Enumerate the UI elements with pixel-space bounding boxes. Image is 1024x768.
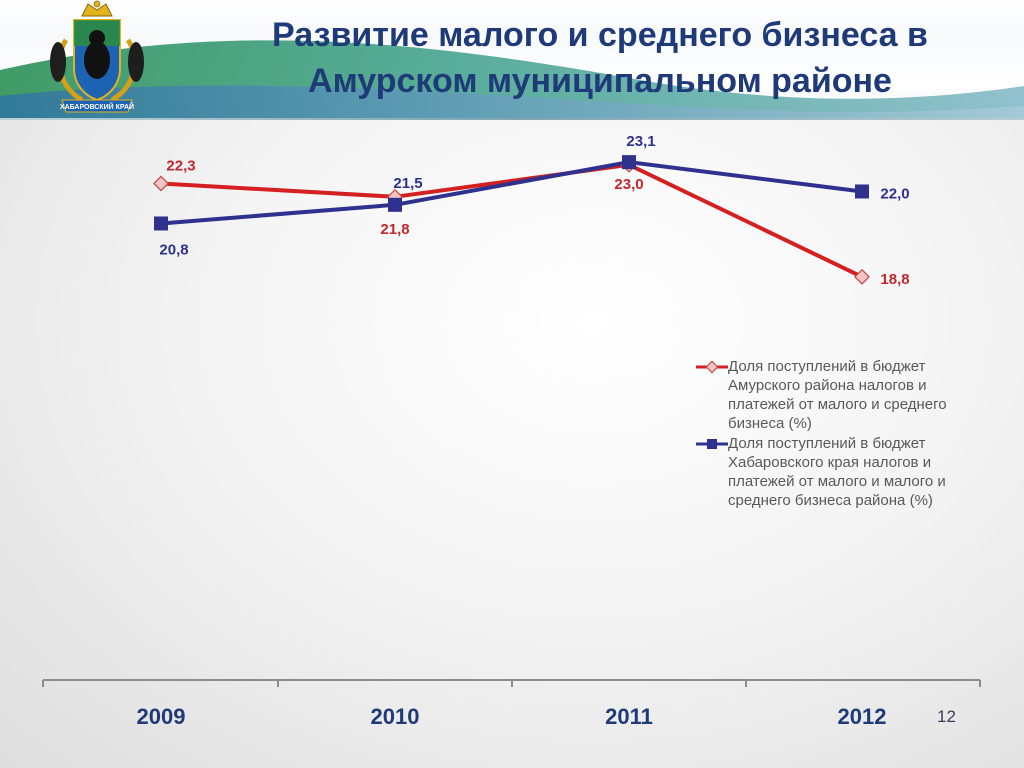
- x-tick-label-2009: 2009: [137, 704, 186, 729]
- legend-label-amur-line-3: платежей от малого и среднего: [728, 396, 947, 413]
- point-khabarovsk-2009: [154, 216, 168, 231]
- data-label-amur-2011: 23,0: [614, 176, 643, 193]
- x-tick-label-2010: 2010: [371, 704, 420, 729]
- legend-label-amur-line-2: Амурского района налогов и: [728, 377, 927, 394]
- data-label-amur-2009: 22,3: [166, 157, 195, 174]
- data-label-amur-2012: 18,8: [880, 271, 909, 288]
- header-wave-decoration: [0, 40, 1024, 120]
- emblem-caption: ХАБАРОВСКИЙ КРАЙ: [60, 102, 134, 111]
- point-khabarovsk-2012: [855, 184, 869, 199]
- page-number: 12: [937, 707, 956, 726]
- chart-legend: Доля поступлений в бюджет Амурского райо…: [696, 357, 996, 511]
- data-label-khabarovsk-2009: 20,8: [159, 241, 188, 258]
- legend-item-amur: Доля поступлений в бюджет Амурского райо…: [696, 357, 996, 433]
- legend-label-amur-line-4: бизнеса (%): [728, 415, 812, 432]
- slide-title-line-1: Развитие малого и среднего бизнеса в: [272, 16, 928, 54]
- slide-header: ХАБАРОВСКИЙ КРАЙ Развитие малого и средн…: [0, 0, 1024, 120]
- legend-label-amur-line-1: Доля поступлений в бюджет: [728, 358, 926, 375]
- data-label-amur-2010: 21,8: [380, 221, 409, 238]
- legend-label-khab-line-2: Хабаровского края налогов и: [728, 454, 932, 471]
- slide-title-line-2: Амурском муниципальном районе: [308, 62, 892, 100]
- header-divider: [0, 118, 1024, 120]
- legend-swatch-khabarovsk-blue-square: [696, 439, 728, 449]
- legend-label-khab-line-3: платежей от малого и малого и: [728, 473, 946, 490]
- khabarovsk-coat-of-arms-emblem: ХАБАРОВСКИЙ КРАЙ: [50, 0, 144, 113]
- series-line-khabarovsk: [160, 160, 863, 226]
- data-label-khabarovsk-2010: 21,5: [393, 175, 422, 192]
- legend-swatch-amur-red-diamond: [696, 360, 728, 374]
- slide-title: Развитие малого и среднего бизнеса в Аму…: [200, 12, 1000, 104]
- point-amur-2012: [854, 268, 870, 285]
- series-line-amur: [160, 162, 863, 279]
- x-tick-label-2012: 2012: [838, 704, 887, 729]
- point-amur-2009: [153, 175, 169, 192]
- legend-label-khab-line-4: среднего бизнеса района (%): [728, 492, 933, 509]
- x-tick-label-2011: 2011: [605, 704, 653, 729]
- point-khabarovsk-2011: [622, 155, 636, 170]
- data-label-khabarovsk-2012: 22,0: [880, 185, 909, 202]
- data-label-khabarovsk-2011: 23,1: [626, 133, 655, 150]
- legend-item-khabarovsk: Доля поступлений в бюджет Хабаровского к…: [696, 434, 996, 510]
- point-khabarovsk-2010: [388, 197, 402, 212]
- legend-label-khab-line-1: Доля поступлений в бюджет: [728, 435, 926, 452]
